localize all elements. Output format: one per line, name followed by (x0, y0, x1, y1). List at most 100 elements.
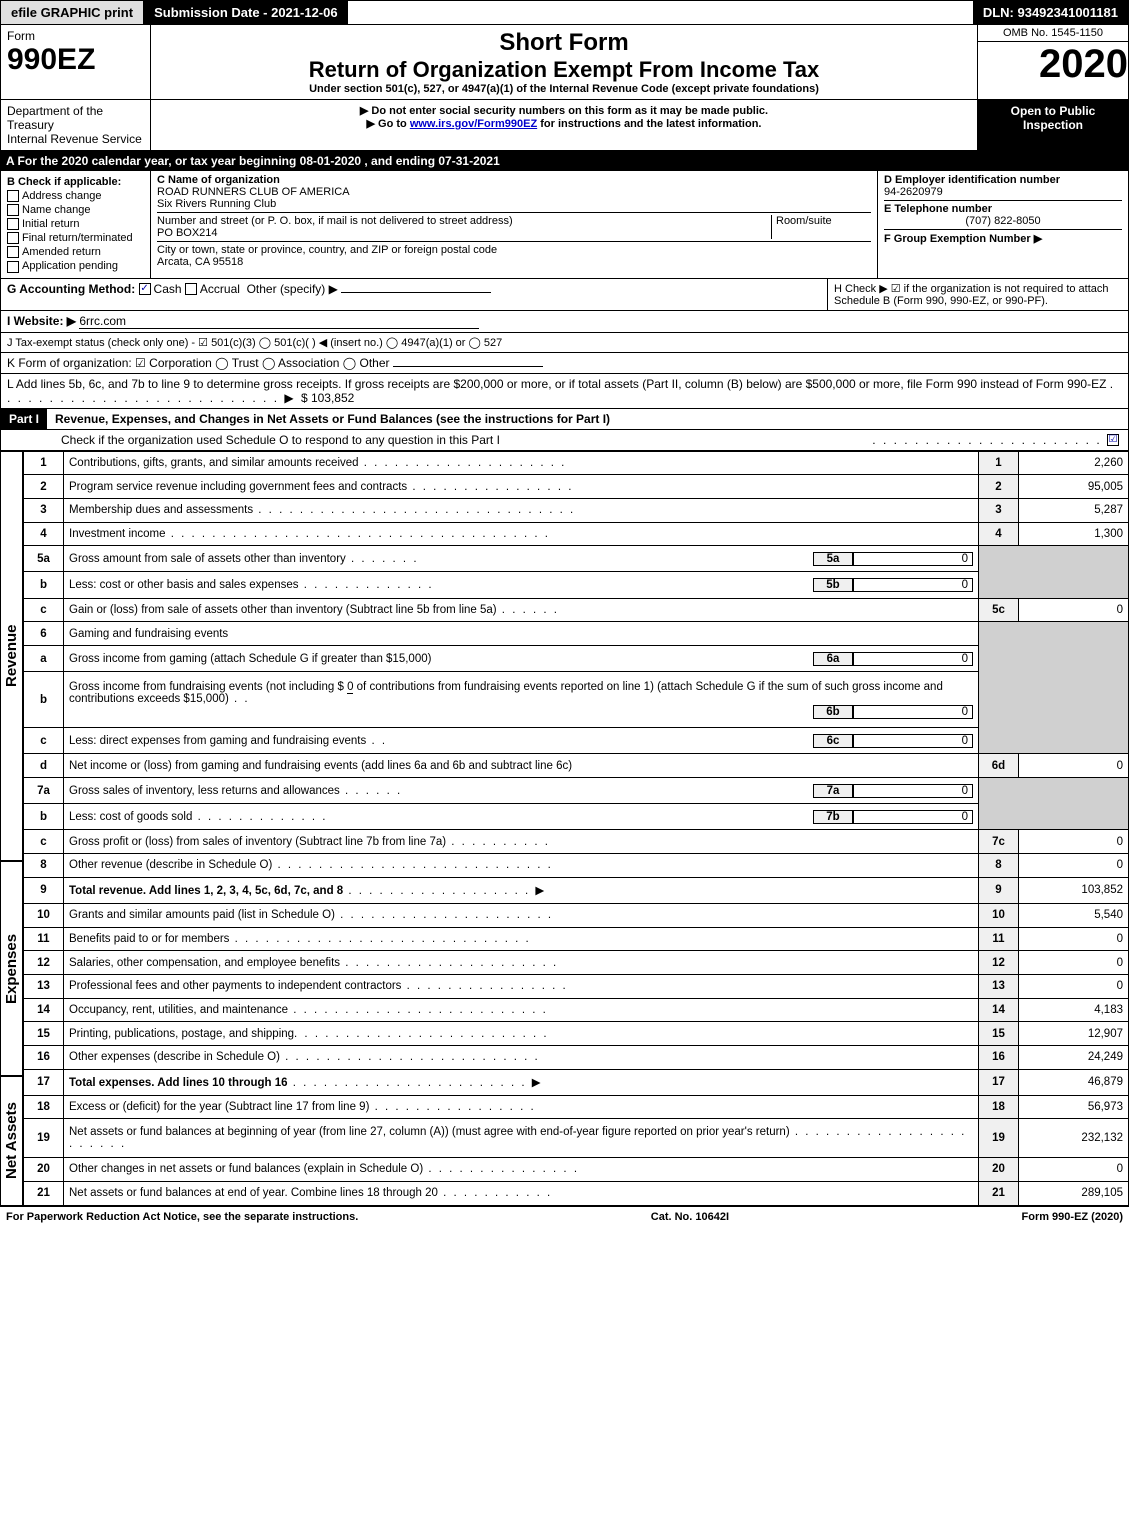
line-21: 21 Net assets or fund balances at end of… (24, 1181, 1129, 1205)
dln-label: DLN: 93492341001181 (973, 1, 1128, 24)
line-3: 3 Membership dues and assessments . . . … (24, 498, 1129, 522)
return-title: Return of Organization Exempt From Incom… (157, 57, 971, 83)
line-6b: b Gross income from fundraising events (… (24, 672, 1129, 728)
line-18: 18 Excess or (deficit) for the year (Sub… (24, 1095, 1129, 1119)
lines-table: 1 Contributions, gifts, grants, and simi… (23, 451, 1129, 1206)
section-f-label: F Group Exemption Number ▶ (884, 233, 1042, 245)
ein-value: 94-2620979 (884, 186, 1122, 198)
section-c-label: C Name of organization (157, 174, 871, 186)
part1-check-dots: . . . . . . . . . . . . . . . . . . . . … (872, 433, 1107, 447)
other-specify-input[interactable] (341, 292, 491, 293)
room-suite-label: Room/suite (771, 215, 871, 239)
form-ref: Form 990-EZ (2020) (1022, 1211, 1123, 1223)
dept-treasury-cell: Department of the Treasury Internal Reve… (1, 100, 151, 150)
line-6d: d Net income or (loss) from gaming and f… (24, 754, 1129, 778)
line-13: 13 Professional fees and other payments … (24, 974, 1129, 998)
section-h: H Check ▶ ☑ if the organization is not r… (828, 279, 1128, 310)
open-public-inspection: Open to Public Inspection (978, 100, 1128, 150)
omb-number: OMB No. 1545-1150 (978, 25, 1128, 42)
submission-date-label: Submission Date - 2021-12-06 (144, 1, 348, 24)
line-11: 11 Benefits paid to or for members . . .… (24, 927, 1129, 951)
line-8: 8 Other revenue (describe in Schedule O)… (24, 854, 1129, 878)
form-990ez-label: 990EZ (7, 43, 144, 77)
line-16: 16 Other expenses (describe in Schedule … (24, 1045, 1129, 1069)
checkbox-name-change[interactable]: Name change (7, 204, 144, 216)
part1-check-row: Check if the organization used Schedule … (1, 430, 1128, 450)
line-10: 10 Grants and similar amounts paid (list… (24, 903, 1129, 927)
efile-print-button[interactable]: efile GRAPHIC print (1, 1, 144, 24)
checkbox-final-return[interactable]: Final return/terminated (7, 232, 144, 244)
line-9: 9 Total revenue. Add lines 1, 2, 3, 4, 5… (24, 877, 1129, 903)
line-12: 12 Salaries, other compensation, and emp… (24, 951, 1129, 975)
page-footer: For Paperwork Reduction Act Notice, see … (0, 1206, 1129, 1227)
line-7c: c Gross profit or (loss) from sales of i… (24, 830, 1129, 854)
part1-header-row: Part I Revenue, Expenses, and Changes in… (0, 409, 1129, 430)
checkbox-part1-schedule-o[interactable]: ☑ (1107, 434, 1119, 446)
checkbox-application-pending[interactable]: Application pending (7, 260, 144, 272)
goto-suffix: for instructions and the latest informat… (537, 118, 761, 130)
part1-label: Part I (1, 409, 47, 429)
section-e-label: E Telephone number (884, 203, 992, 215)
city-value: Arcata, CA 95518 (157, 256, 243, 268)
form-word: Form (7, 29, 144, 43)
part1-check-text: Check if the organization used Schedule … (61, 433, 500, 447)
section-l: L Add lines 5b, 6c, and 7b to line 9 to … (1, 374, 1128, 408)
line-20: 20 Other changes in net assets or fund b… (24, 1158, 1129, 1182)
goto-prefix: ▶ Go to (367, 118, 410, 130)
accrual-label: Accrual (200, 282, 240, 296)
section-def: D Employer identification number 94-2620… (878, 171, 1128, 278)
line-5c: c Gain or (loss) from sale of assets oth… (24, 598, 1129, 622)
under-section-text: Under section 501(c), 527, or 4947(a)(1)… (157, 83, 971, 95)
cat-no: Cat. No. 10642I (651, 1211, 729, 1223)
line-6c: c Less: direct expenses from gaming and … (24, 728, 1129, 754)
omb-year-cell: OMB No. 1545-1150 2020 (978, 25, 1128, 99)
line-17: 17 Total expenses. Add lines 10 through … (24, 1069, 1129, 1095)
irs-label: Internal Revenue Service (7, 132, 144, 146)
part1-title: Revenue, Expenses, and Changes in Net As… (47, 409, 618, 429)
city-label: City or town, state or province, country… (157, 244, 497, 256)
gross-receipts-value: $ 103,852 (301, 391, 354, 405)
section-i: I Website: ▶ 6rrc.com (1, 311, 1128, 332)
street-value: PO BOX214 (157, 227, 218, 239)
topbar-spacer (348, 1, 973, 24)
section-c: C Name of organization ROAD RUNNERS CLUB… (151, 171, 878, 278)
line-5b: b Less: cost or other basis and sales ex… (24, 572, 1129, 598)
other-org-input[interactable] (393, 366, 543, 367)
website-value[interactable]: 6rrc.com (79, 314, 479, 329)
tax-year: 2020 (978, 42, 1128, 87)
line-6: 6 Gaming and fundraising events (24, 622, 1129, 646)
section-j: J Tax-exempt status (check only one) - ☑… (1, 333, 1128, 352)
goto-link-line: ▶ Go to www.irs.gov/Form990EZ for instru… (157, 117, 971, 130)
net-assets-side-label: Net Assets (0, 1076, 23, 1206)
checkbox-amended-return[interactable]: Amended return (7, 246, 144, 258)
section-g-label: G Accounting Method: (7, 282, 135, 296)
paperwork-notice: For Paperwork Reduction Act Notice, see … (6, 1211, 358, 1223)
checkbox-cash[interactable]: ✓ (139, 283, 151, 295)
checkbox-accrual[interactable] (185, 283, 197, 295)
arrow-notes-cell: ▶ Do not enter social security numbers o… (151, 100, 978, 150)
section-g: G Accounting Method: ✓Cash Accrual Other… (1, 279, 828, 310)
section-l-text: L Add lines 5b, 6c, and 7b to line 9 to … (7, 377, 1106, 391)
section-i-label: I Website: ▶ (7, 314, 76, 328)
line-6a: a Gross income from gaming (attach Sched… (24, 645, 1129, 671)
line-5a: 5a Gross amount from sale of assets othe… (24, 546, 1129, 572)
dept-label: Department of the Treasury (7, 104, 144, 132)
irs-link[interactable]: www.irs.gov/Form990EZ (410, 118, 537, 130)
line-4: 4 Investment income . . . . . . . . . . … (24, 522, 1129, 546)
line-7a: 7a Gross sales of inventory, less return… (24, 778, 1129, 804)
section-d-label: D Employer identification number (884, 174, 1122, 186)
short-form-title: Short Form (157, 29, 971, 57)
org-name-1: ROAD RUNNERS CLUB OF AMERICA (157, 186, 871, 198)
line-7b: b Less: cost of goods sold . . . . . . .… (24, 804, 1129, 830)
line-14: 14 Occupancy, rent, utilities, and maint… (24, 998, 1129, 1022)
other-specify-label: Other (specify) ▶ (247, 282, 338, 296)
checkbox-initial-return[interactable]: Initial return (7, 218, 144, 230)
checkbox-address-change[interactable]: Address change (7, 190, 144, 202)
section-k: K Form of organization: ☑ Corporation ◯ … (1, 353, 1128, 373)
section-k-text: K Form of organization: ☑ Corporation ◯ … (7, 356, 390, 370)
ssn-warning: ▶ Do not enter social security numbers o… (157, 104, 971, 117)
line-19: 19 Net assets or fund balances at beginn… (24, 1119, 1129, 1158)
form-number-cell: Form 990EZ (1, 25, 151, 99)
org-name-2: Six Rivers Running Club (157, 198, 871, 210)
section-b-label: B Check if applicable: (7, 176, 144, 188)
